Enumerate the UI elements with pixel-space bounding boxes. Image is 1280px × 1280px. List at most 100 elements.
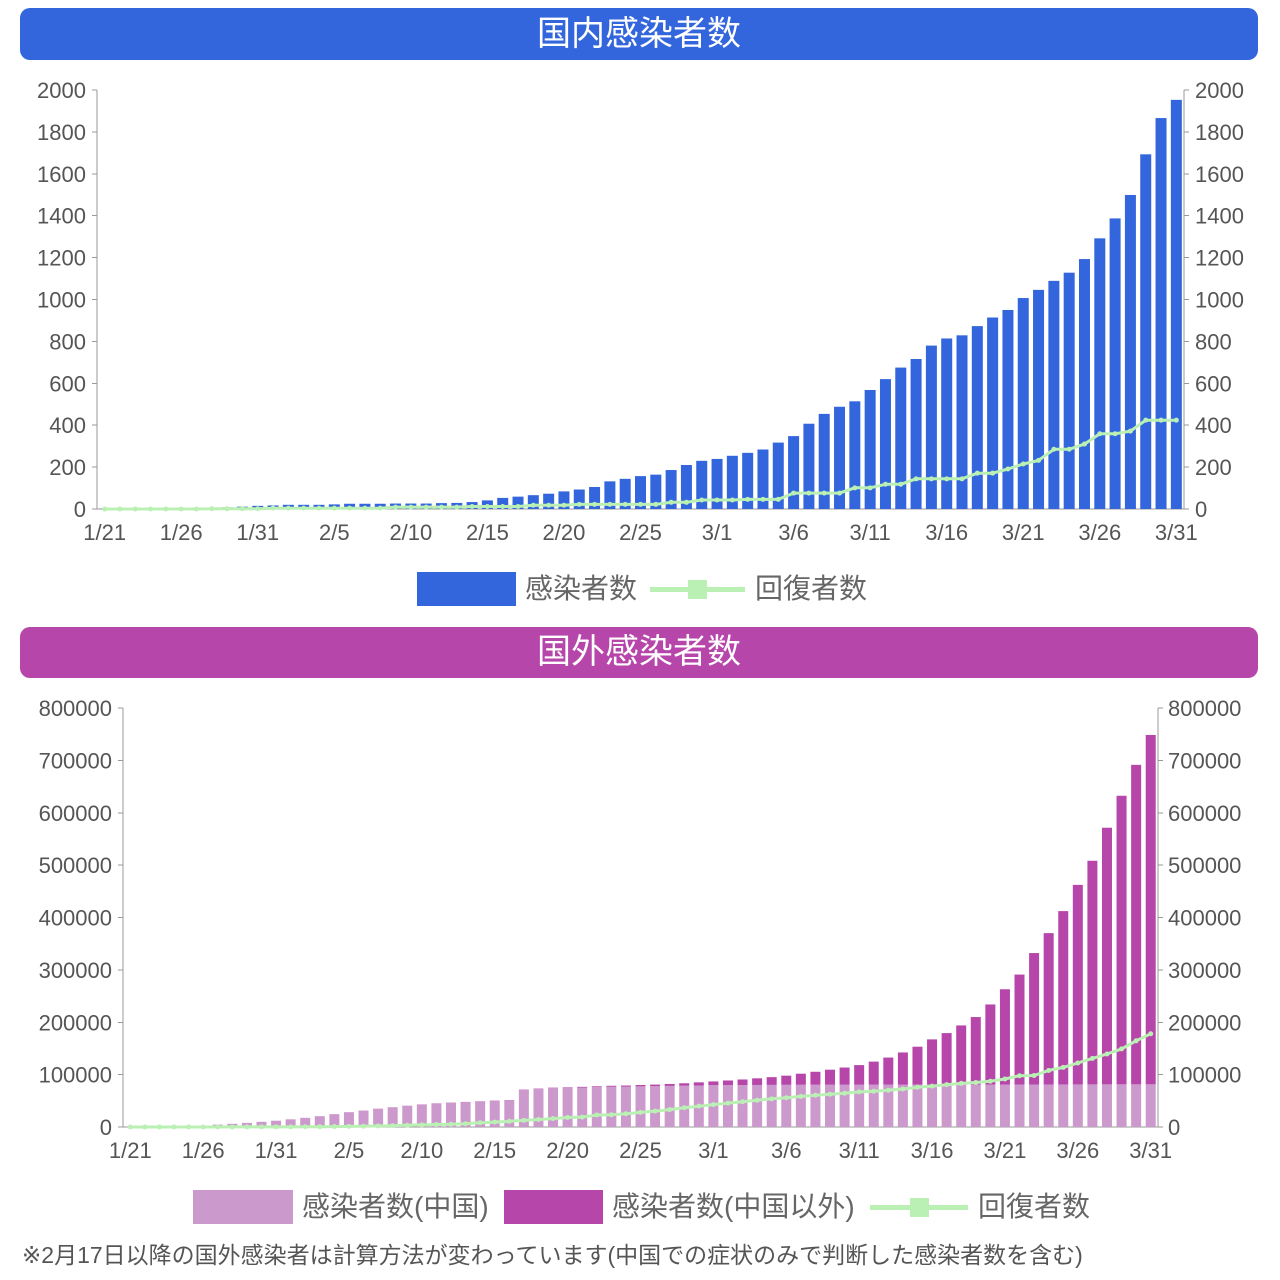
recovered-point-2/23	[608, 1112, 614, 1118]
recovered-point-2/27	[668, 499, 674, 505]
bar-2/27	[664, 1085, 675, 1127]
bar-2/23	[606, 1086, 617, 1127]
left-y-tick-label: 300000	[39, 958, 112, 983]
recovered-point-2/14	[469, 503, 475, 509]
legend-label-infected-outside-china: 感染者数(中国以外)	[612, 1191, 855, 1222]
recovered-point-3/10	[842, 1090, 848, 1096]
recovered-point-2/2	[285, 505, 291, 511]
recovered-point-2/10	[419, 1122, 425, 1128]
recovered-point-2/14	[477, 1120, 483, 1126]
bar-2/20	[562, 1087, 573, 1088]
recovered-point-2/23	[607, 501, 613, 507]
x-tick-label: 3/31	[1155, 520, 1198, 545]
right-y-tick-label: 700000	[1168, 748, 1241, 773]
bar-series-0	[99, 99, 1182, 510]
recovered-point-1/25	[163, 506, 169, 512]
recovered-point-2/3	[301, 505, 307, 511]
bar-2/16	[504, 1100, 515, 1127]
recovered-point-2/6	[347, 505, 353, 511]
recovered-point-3/9	[837, 490, 843, 496]
bar-2/15	[489, 1101, 500, 1127]
recovered-point-3/7	[806, 490, 812, 496]
bar-3/4	[757, 449, 769, 509]
bar-3/25	[1058, 1084, 1069, 1127]
bar-2/18	[527, 495, 539, 509]
bar-3/21	[999, 1084, 1010, 1127]
bar-3/6	[781, 1075, 792, 1085]
bar-3/20	[985, 1004, 996, 1085]
x-tick-label: 2/20	[546, 1138, 589, 1163]
bar-2/3	[314, 1116, 325, 1127]
bar-3/22	[1014, 1084, 1025, 1127]
left-y-tick-label: 1000	[37, 288, 86, 313]
recovered-point-2/24	[622, 501, 628, 507]
recovered-point-3/18	[958, 1080, 964, 1086]
recovered-point-3/11	[867, 485, 873, 491]
bar-2/23	[604, 481, 616, 509]
left-y-tick-label: 700000	[39, 748, 112, 773]
bar-3/5	[766, 1084, 777, 1127]
recovered-point-3/5	[769, 1096, 775, 1102]
bar-2/24	[619, 478, 631, 509]
recovered-point-2/15	[492, 1119, 498, 1125]
recovered-point-3/5	[775, 496, 781, 502]
recovered-point-1/23	[132, 506, 138, 512]
x-tick-label: 3/6	[771, 1138, 802, 1163]
bar-3/26	[1072, 1084, 1083, 1127]
x-tick-label: 2/5	[334, 1138, 365, 1163]
x-tick-label: 2/10	[400, 1138, 443, 1163]
right-y-tick-label: 0	[1168, 1115, 1180, 1140]
bar-3/31	[1170, 99, 1182, 509]
recovered-point-3/23	[1051, 446, 1057, 452]
recovered-point-2/8	[390, 1123, 396, 1129]
left-y-tick-label: 400	[49, 413, 86, 438]
recovered-point-3/17	[959, 476, 965, 482]
bar-3/13	[883, 1084, 894, 1127]
bar-3/26	[1094, 238, 1106, 510]
bar-3/14	[897, 1052, 908, 1085]
bar-3/2	[722, 1085, 733, 1127]
bar-2/19	[543, 493, 555, 509]
bar-3/10	[839, 1067, 850, 1085]
x-tick-label: 3/26	[1078, 520, 1121, 545]
left-y-tick-label: 1600	[37, 162, 86, 187]
recovered-point-3/27	[1112, 431, 1118, 437]
x-tick-label: 3/1	[698, 1138, 729, 1163]
bar-3/19	[987, 317, 999, 509]
bar-3/30	[1131, 1084, 1142, 1127]
recovered-point-3/4	[754, 1097, 760, 1103]
bar-2/24	[620, 1086, 631, 1127]
recovered-point-3/14	[900, 1086, 906, 1092]
x-tick-label: 1/31	[236, 520, 279, 545]
bar-3/26	[1072, 884, 1083, 1085]
recovered-point-2/6	[361, 1123, 367, 1129]
x-tick-label: 2/5	[319, 520, 350, 545]
bar-3/27	[1087, 1084, 1098, 1127]
bar-3/2	[726, 455, 738, 509]
recovered-point-3/21	[1002, 1076, 1008, 1082]
recovered-point-2/26	[653, 501, 659, 507]
x-tick-label: 3/31	[1129, 1138, 1172, 1163]
recovered-point-3/10	[852, 485, 858, 491]
recovered-point-2/1	[288, 1124, 294, 1130]
bar-2/10	[416, 1104, 427, 1127]
recovered-point-2/9	[404, 1122, 410, 1128]
x-tick-label: 2/25	[619, 520, 662, 545]
recovered-point-2/25	[638, 501, 643, 507]
bar-3/12	[879, 379, 891, 509]
recovered-point-1/31	[273, 1124, 279, 1130]
bar-2/23	[606, 1085, 617, 1087]
recovered-point-3/25	[1081, 441, 1087, 447]
recovered-point-2/19	[550, 1116, 556, 1122]
foreign-cases-chart: 0 0 100000 100000 200000 200000 300000 300000 40…	[39, 696, 1242, 1163]
x-tick-label: 2/15	[473, 1138, 516, 1163]
recovered-point-2/16	[506, 1118, 512, 1124]
recovered-point-3/7	[798, 1093, 804, 1099]
bar-3/19	[970, 1084, 981, 1127]
bar-3/13	[883, 1057, 894, 1085]
recovered-point-3/19	[990, 470, 996, 476]
bar-2/2	[300, 1117, 311, 1127]
recovered-point-1/22	[142, 1124, 148, 1130]
recovered-point-2/4	[331, 1124, 337, 1130]
right-y-tick-label: 800	[1195, 329, 1232, 354]
